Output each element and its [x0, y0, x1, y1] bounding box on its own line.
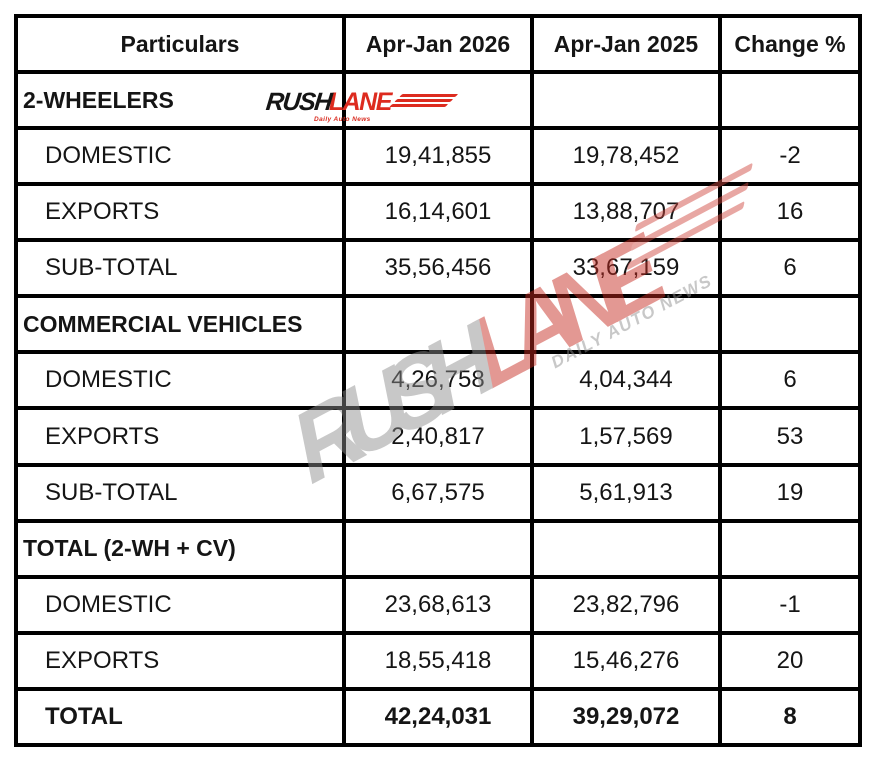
value-2025	[532, 72, 720, 129]
change-pct: 6	[720, 352, 860, 409]
section-label: TOTAL (2-WH + CV)	[16, 520, 344, 577]
sales-table: Particulars Apr-Jan 2026 Apr-Jan 2025 Ch…	[14, 14, 862, 747]
row-label: SUB-TOTAL	[16, 464, 344, 521]
value-2026	[344, 520, 532, 577]
change-pct	[720, 72, 860, 129]
total-row: TOTAL 42,24,031 39,29,072 8	[16, 688, 860, 745]
value-2025: 15,46,276	[532, 632, 720, 689]
change-pct: 53	[720, 408, 860, 465]
header-apr-jan-2026: Apr-Jan 2026	[344, 16, 532, 72]
row-label: EXPORTS	[16, 184, 344, 241]
table-row: DOMESTIC 19,41,855 19,78,452 -2	[16, 128, 860, 185]
row-label: EXPORTS	[16, 408, 344, 465]
table-row: EXPORTS 18,55,418 15,46,276 20	[16, 632, 860, 689]
value-2025: 39,29,072	[532, 688, 720, 745]
table-row: EXPORTS 16,14,601 13,88,707 16	[16, 184, 860, 241]
value-2026: 6,67,575	[344, 464, 532, 521]
change-pct: 16	[720, 184, 860, 241]
value-2025: 5,61,913	[532, 464, 720, 521]
change-pct: 19	[720, 464, 860, 521]
table-row: DOMESTIC 4,26,758 4,04,344 6	[16, 352, 860, 409]
value-2026: 18,55,418	[344, 632, 532, 689]
section-label: 2-WHEELERS	[16, 72, 344, 129]
section-label: COMMERCIAL VEHICLES	[16, 296, 344, 353]
change-pct: 20	[720, 632, 860, 689]
value-2026: 42,24,031	[344, 688, 532, 745]
change-pct	[720, 296, 860, 353]
row-label: DOMESTIC	[16, 128, 344, 185]
row-label: EXPORTS	[16, 632, 344, 689]
table-row: SUB-TOTAL 35,56,456 33,67,159 6	[16, 240, 860, 297]
value-2026: 23,68,613	[344, 576, 532, 633]
change-pct: -2	[720, 128, 860, 185]
row-label: TOTAL	[16, 688, 344, 745]
value-2025: 33,67,159	[532, 240, 720, 297]
table-row: DOMESTIC 23,68,613 23,82,796 -1	[16, 576, 860, 633]
header-apr-jan-2025: Apr-Jan 2025	[532, 16, 720, 72]
header-row: Particulars Apr-Jan 2026 Apr-Jan 2025 Ch…	[16, 16, 860, 72]
value-2025: 13,88,707	[532, 184, 720, 241]
header-particulars: Particulars	[16, 16, 344, 72]
change-pct: 8	[720, 688, 860, 745]
value-2025	[532, 520, 720, 577]
change-pct	[720, 520, 860, 577]
value-2026: 16,14,601	[344, 184, 532, 241]
change-pct: -1	[720, 576, 860, 633]
value-2025	[532, 296, 720, 353]
section-row-commercial-vehicles: COMMERCIAL VEHICLES	[16, 296, 860, 353]
value-2026: 19,41,855	[344, 128, 532, 185]
section-row-2-wheelers: 2-WHEELERS	[16, 72, 860, 129]
value-2025: 4,04,344	[532, 352, 720, 409]
value-2025: 19,78,452	[532, 128, 720, 185]
value-2026: 4,26,758	[344, 352, 532, 409]
value-2026: 35,56,456	[344, 240, 532, 297]
value-2026	[344, 296, 532, 353]
section-row-total-2wh-cv: TOTAL (2-WH + CV)	[16, 520, 860, 577]
header-change-pct: Change %	[720, 16, 860, 72]
change-pct: 6	[720, 240, 860, 297]
value-2025: 1,57,569	[532, 408, 720, 465]
table-row: EXPORTS 2,40,817 1,57,569 53	[16, 408, 860, 465]
value-2025: 23,82,796	[532, 576, 720, 633]
row-label: DOMESTIC	[16, 352, 344, 409]
table-row: SUB-TOTAL 6,67,575 5,61,913 19	[16, 464, 860, 521]
value-2026	[344, 72, 532, 129]
row-label: DOMESTIC	[16, 576, 344, 633]
row-label: SUB-TOTAL	[16, 240, 344, 297]
value-2026: 2,40,817	[344, 408, 532, 465]
